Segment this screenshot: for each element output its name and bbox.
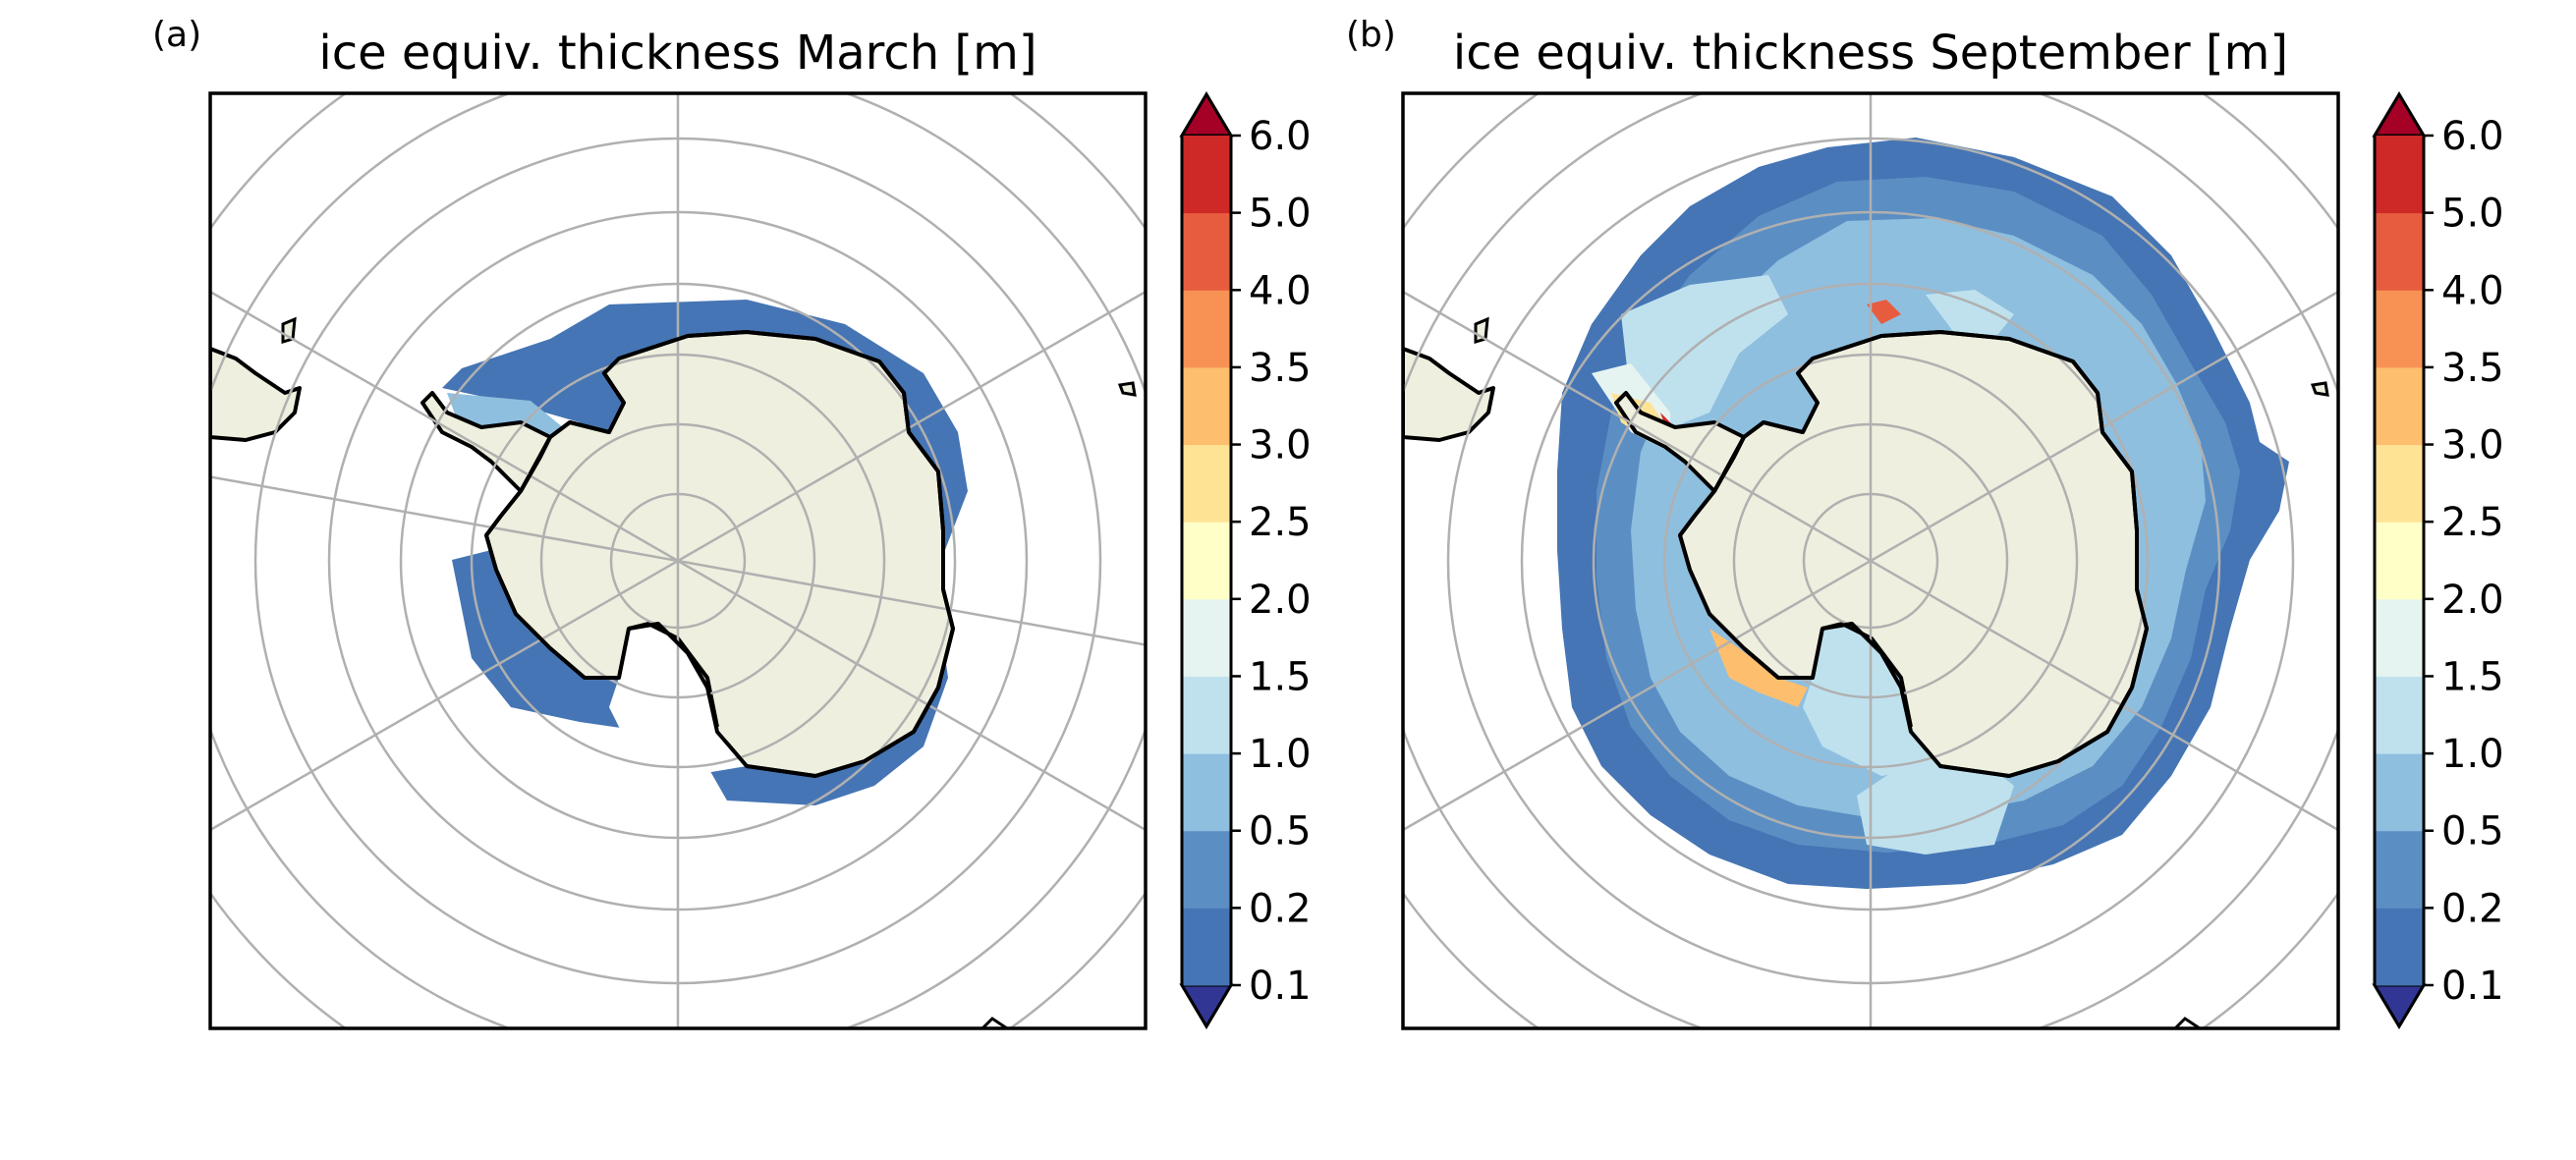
colorbar-a-segment <box>1182 676 1231 754</box>
colorbar-a-tick-label: 3.5 <box>1249 346 1312 391</box>
graticule-b <box>1403 93 2338 1028</box>
colorbar-a-tick-label: 0.2 <box>1249 886 1312 931</box>
colorbar-b-segment <box>2375 522 2424 600</box>
colorbar-b-over-extend <box>2372 91 2427 138</box>
colorbar-a-tick-label: 4.0 <box>1249 268 1312 313</box>
colorbar-b-tick-label: 3.0 <box>2441 423 2504 469</box>
colorbar-a-segment <box>1182 366 1231 446</box>
colorbar-b-tick-label: 3.5 <box>2441 346 2504 391</box>
colorbar-b-tick-label: 5.0 <box>2441 192 2504 237</box>
colorbar-a-segment <box>1182 444 1231 523</box>
colorbar-a-tick-label: 2.5 <box>1249 500 1312 545</box>
colorbar-b-tick-label: 1.0 <box>2441 732 2504 777</box>
colorbar-a-segment <box>1182 598 1231 677</box>
colorbar-b-segment <box>2375 212 2424 291</box>
colorbar-a-tick-label: 6.0 <box>1249 114 1312 159</box>
map-b <box>1403 93 2338 1028</box>
map-b-frame <box>1401 91 2340 1030</box>
colorbar-b-tick-label: 1.5 <box>2441 654 2504 699</box>
colorbar-b-segment <box>2375 366 2424 446</box>
panel-b: (b) ice equiv. thickness September [m] <box>1346 15 2504 1030</box>
colorbar-b-tick-label: 2.5 <box>2441 500 2504 545</box>
colorbar-a-under-extend <box>1179 983 1234 1029</box>
colorbar-b-tick-label: 0.5 <box>2441 809 2504 855</box>
colorbar-b-segment <box>2375 908 2424 986</box>
colorbar-b-segment <box>2375 444 2424 523</box>
colorbar-a-segment <box>1182 830 1231 909</box>
colorbar-b-tick-label: 4.0 <box>2441 268 2504 313</box>
colorbar-a-over-extend <box>1179 91 1234 138</box>
colorbar-b-segment <box>2375 830 2424 909</box>
colorbar-a-tick-label: 2.0 <box>1249 578 1312 623</box>
colorbar-a-segment <box>1182 290 1231 368</box>
colorbar-a-segment <box>1182 753 1231 832</box>
colorbar-b-tick-label: 2.0 <box>2441 578 2504 623</box>
colorbar-b: 6.0 5.0 4.0 3.5 3.0 2.5 2.0 1.5 1.0 0.5 0.2 0.1 <box>2372 91 2504 1029</box>
colorbar-a-segment <box>1182 522 1231 600</box>
colorbar-b-tick-label: 0.2 <box>2441 886 2504 931</box>
colorbar-a-tick-label: 5.0 <box>1249 192 1312 237</box>
colorbar-b-segment <box>2375 676 2424 754</box>
colorbar-a-tick-label: 3.0 <box>1249 423 1312 469</box>
panel-a-title: ice equiv. thickness March [m] <box>318 26 1036 81</box>
colorbar-a-tick-label: 1.0 <box>1249 732 1312 777</box>
colorbar-a-segment <box>1182 908 1231 986</box>
colorbar-b-tick-label: 0.1 <box>2441 964 2504 1009</box>
colorbar-b-tick-label: 6.0 <box>2441 114 2504 159</box>
panel-a-label: (a) <box>152 15 201 55</box>
map-a <box>210 93 1146 1028</box>
panel-a: (a) ice equiv. thickness March [m] <box>152 15 1312 1030</box>
colorbar-b-segment <box>2375 136 2424 214</box>
map-a-frame <box>208 91 1148 1030</box>
colorbar-a-tick-label: 0.5 <box>1249 809 1312 855</box>
graticule-a <box>210 93 1146 1028</box>
colorbar-b-segment <box>2375 598 2424 677</box>
colorbar-b-segment <box>2375 753 2424 832</box>
panel-b-label: (b) <box>1346 15 1396 55</box>
colorbar-a-tick-label: 0.1 <box>1249 964 1312 1009</box>
colorbar-a: 6.0 5.0 4.0 3.5 3.0 2.5 2.0 1.5 1.0 0.5 0.2 0.1 <box>1179 91 1312 1029</box>
colorbar-a-segment <box>1182 212 1231 291</box>
colorbar-b-segment <box>2375 290 2424 368</box>
panel-b-title: ice equiv. thickness September [m] <box>1453 26 2288 81</box>
colorbar-a-tick-label: 1.5 <box>1249 654 1312 699</box>
colorbar-a-segment <box>1182 136 1231 214</box>
colorbar-b-under-extend <box>2372 983 2427 1029</box>
